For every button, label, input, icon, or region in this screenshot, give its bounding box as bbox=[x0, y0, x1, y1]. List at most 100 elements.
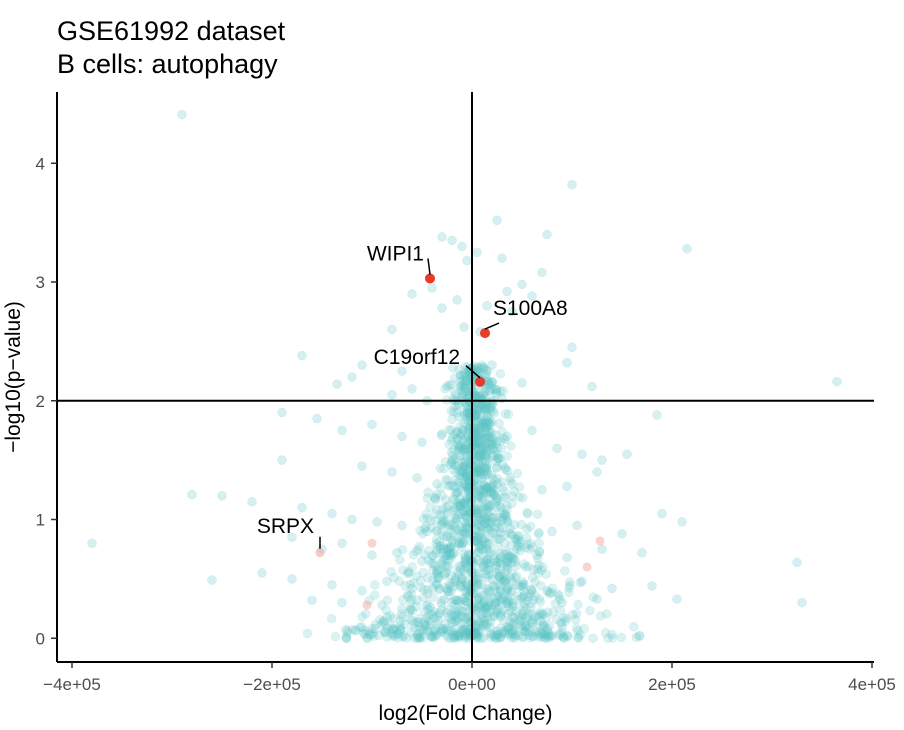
data-point bbox=[419, 616, 430, 627]
data-point bbox=[453, 434, 463, 445]
data-point bbox=[510, 629, 521, 640]
data-point bbox=[387, 390, 397, 400]
data-point bbox=[487, 383, 497, 394]
data-point bbox=[476, 505, 487, 515]
x-tick-label: −4e+05 bbox=[43, 675, 101, 694]
data-point bbox=[492, 463, 502, 473]
data-point bbox=[489, 408, 500, 418]
data-point bbox=[677, 517, 687, 527]
data-point bbox=[450, 538, 460, 548]
data-point bbox=[571, 608, 582, 619]
data-point bbox=[442, 543, 453, 554]
data-point bbox=[422, 589, 433, 599]
data-point bbox=[442, 544, 452, 555]
data-point bbox=[562, 552, 572, 563]
data-point bbox=[454, 465, 464, 475]
data-point bbox=[451, 453, 461, 464]
data-point bbox=[629, 622, 639, 632]
data-point bbox=[792, 557, 802, 568]
data-point bbox=[459, 498, 470, 509]
data-point bbox=[402, 568, 413, 579]
data-point bbox=[432, 545, 442, 555]
data-point bbox=[468, 464, 478, 474]
data-point bbox=[458, 445, 468, 455]
data-point bbox=[453, 501, 463, 511]
data-point bbox=[455, 501, 466, 512]
data-point bbox=[478, 515, 488, 525]
data-point bbox=[530, 626, 540, 636]
data-point bbox=[541, 633, 551, 643]
data-point bbox=[485, 403, 496, 414]
data-point bbox=[450, 611, 461, 621]
data-point bbox=[452, 441, 463, 451]
data-point bbox=[385, 611, 396, 621]
data-point bbox=[460, 502, 470, 512]
data-point bbox=[342, 625, 353, 636]
data-point bbox=[541, 569, 551, 579]
data-point bbox=[457, 594, 468, 604]
data-point bbox=[461, 468, 471, 479]
data-point bbox=[498, 593, 509, 603]
data-point bbox=[453, 632, 464, 643]
data-point bbox=[494, 571, 505, 582]
data-point bbox=[672, 594, 682, 604]
data-point bbox=[480, 518, 491, 528]
data-point bbox=[454, 494, 465, 504]
data-point bbox=[454, 364, 464, 375]
data-point bbox=[495, 552, 506, 562]
data-point bbox=[247, 496, 257, 507]
data-point bbox=[514, 531, 524, 541]
data-point bbox=[456, 428, 466, 439]
data-point bbox=[474, 449, 485, 459]
data-point bbox=[523, 630, 534, 641]
data-point bbox=[575, 630, 585, 640]
data-point bbox=[450, 599, 460, 610]
data-point bbox=[473, 532, 484, 543]
data-point bbox=[546, 631, 556, 641]
data-point bbox=[470, 466, 481, 477]
data-point bbox=[450, 522, 460, 532]
data-point bbox=[451, 427, 462, 438]
data-point bbox=[631, 632, 642, 643]
data-point bbox=[481, 425, 492, 435]
data-point bbox=[497, 515, 507, 526]
data-point bbox=[407, 615, 417, 626]
data-point bbox=[475, 528, 485, 538]
data-point bbox=[521, 621, 531, 631]
data-point bbox=[479, 462, 490, 473]
data-point bbox=[395, 616, 406, 626]
data-point bbox=[477, 487, 488, 498]
data-point bbox=[477, 457, 487, 467]
data-point bbox=[597, 455, 607, 465]
data-point bbox=[377, 600, 387, 610]
data-point bbox=[490, 485, 500, 496]
data-point bbox=[431, 489, 442, 500]
data-point bbox=[426, 516, 436, 526]
data-point bbox=[406, 594, 417, 605]
data-point bbox=[519, 598, 529, 609]
data-point bbox=[362, 633, 372, 643]
data-point bbox=[367, 550, 377, 560]
data-point bbox=[487, 360, 497, 370]
data-point bbox=[520, 626, 530, 637]
data-point bbox=[498, 590, 509, 600]
data-point bbox=[493, 512, 503, 523]
data-point bbox=[405, 579, 416, 590]
data-point bbox=[477, 533, 487, 544]
data-point bbox=[511, 534, 521, 545]
data-point bbox=[462, 255, 472, 266]
data-point bbox=[382, 595, 393, 606]
data-point bbox=[481, 369, 492, 380]
data-point bbox=[327, 508, 337, 519]
data-point bbox=[453, 561, 464, 571]
data-point bbox=[482, 422, 492, 432]
data-point bbox=[499, 626, 510, 637]
data-point bbox=[486, 377, 496, 388]
data-point bbox=[447, 450, 458, 461]
data-point bbox=[482, 602, 492, 612]
data-point bbox=[459, 557, 470, 567]
data-point bbox=[637, 548, 647, 558]
data-point bbox=[449, 459, 459, 470]
data-point bbox=[486, 401, 496, 412]
data-point bbox=[460, 383, 470, 393]
